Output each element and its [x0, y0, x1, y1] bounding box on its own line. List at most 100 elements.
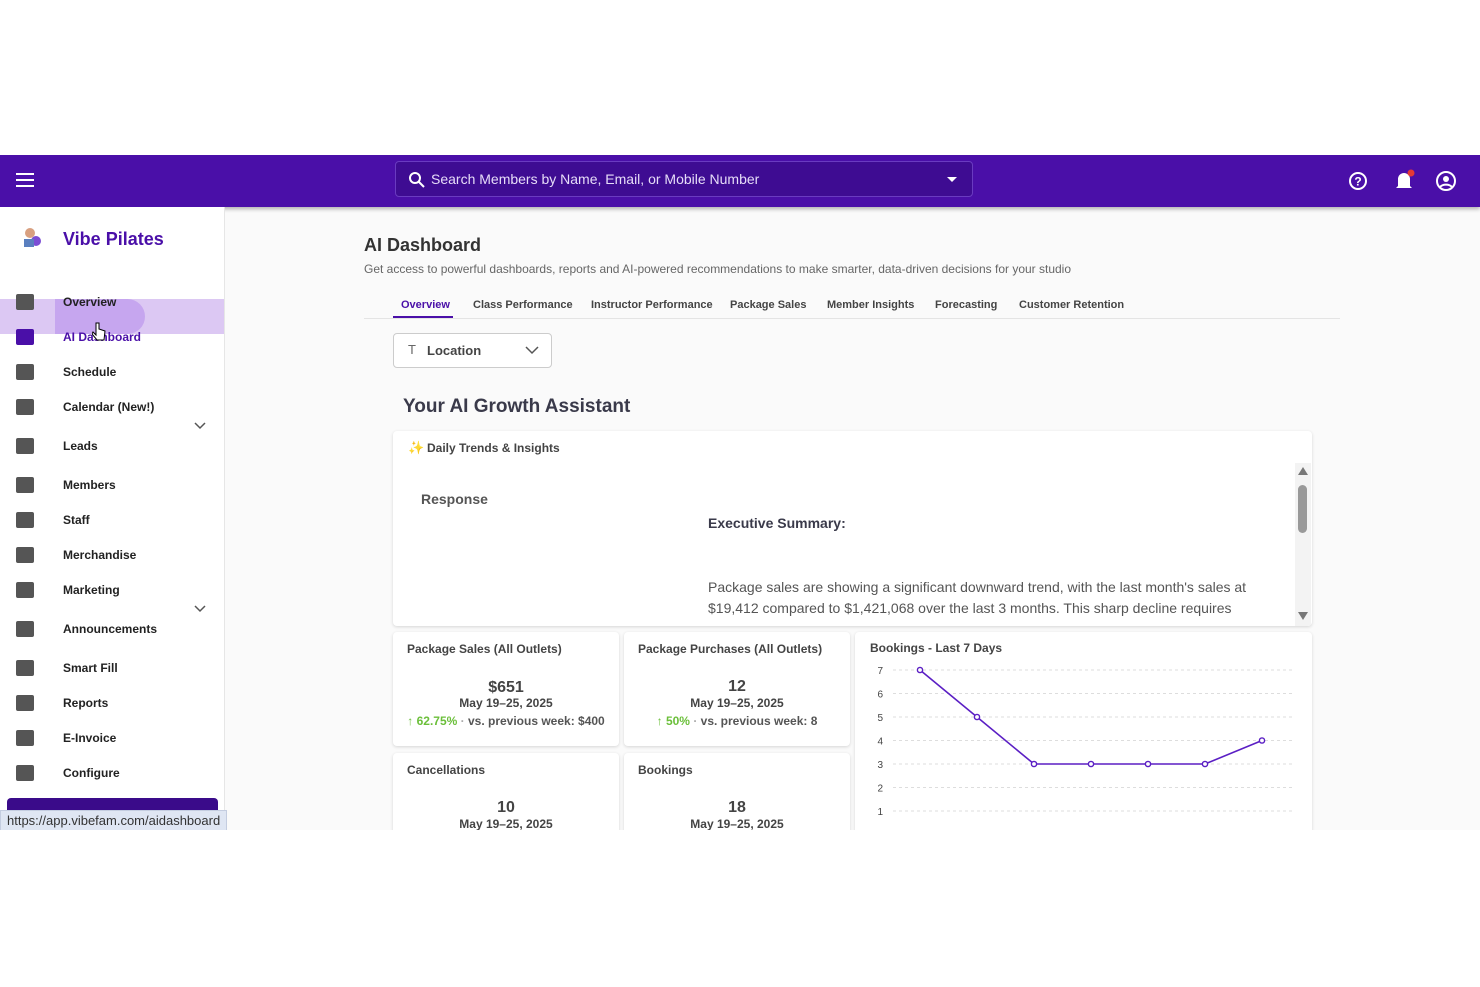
expand-icon[interactable] [194, 422, 206, 430]
card-value: 10 [497, 799, 515, 816]
card-change: 62.75% [416, 714, 458, 728]
search-placeholder: Search Members by Name, Email, or Mobile… [431, 171, 760, 187]
search-box[interactable]: Search Members by Name, Email, or Mobile… [395, 161, 973, 197]
data-point [973, 713, 981, 721]
nav-item[interactable]: Calendar (New!) [63, 400, 155, 414]
card-title: Package Purchases (All Outlets) [638, 642, 823, 656]
nav-item[interactable]: E-Invoice [63, 731, 117, 745]
card-title: Cancellations [407, 763, 486, 777]
nav-item[interactable]: Smart Fill [63, 661, 118, 675]
stat-card: Package Sales (All Outlets) $651 May 19–25… [393, 632, 619, 746]
nav-icon [16, 399, 34, 415]
card-value: $651 [488, 679, 524, 696]
data-point [1144, 760, 1152, 768]
search-icon [409, 172, 425, 188]
help-icon[interactable]: ? [1348, 171, 1368, 191]
nav-item[interactable]: Announcements [63, 622, 158, 636]
card-change: 50% [665, 714, 690, 728]
card-period: May 19–25, 2025 [459, 817, 553, 830]
location-label: Location [427, 343, 482, 358]
stat-card: Package Purchases (All Outlets) 12 May 19–… [624, 632, 850, 746]
card-period: May 19–25, 2025 [459, 696, 553, 710]
brand-logo [24, 228, 41, 247]
notification-icon[interactable] [1394, 169, 1416, 191]
y-tick-label: 5 [877, 713, 883, 724]
data-point [916, 666, 924, 674]
insights-title: Daily Trends & Insights [427, 441, 560, 455]
data-point [1201, 760, 1209, 768]
dropdown-icon [947, 177, 957, 182]
data-point [1258, 737, 1266, 744]
nav-item[interactable]: Configure [63, 766, 120, 780]
brand-name: Vibe Pilates [63, 229, 164, 249]
nav-item[interactable]: Schedule [63, 365, 117, 379]
tab[interactable]: Instructor Performance [591, 299, 713, 311]
nav-icon [16, 512, 34, 528]
nav-item[interactable]: Marketing [63, 583, 120, 597]
card-value: 12 [728, 678, 746, 695]
nav-icon [16, 582, 34, 598]
hover-highlight [55, 299, 145, 334]
scrollbar[interactable] [1295, 463, 1311, 626]
expand-icon[interactable] [194, 605, 206, 613]
nav-item[interactable]: Merchandise [63, 548, 137, 562]
card-comparison: vs. previous week: 8 [700, 714, 818, 728]
insights-panel: ✨ Daily Trends & Insights Response Execu… [393, 431, 1312, 626]
tabs-divider [364, 318, 1340, 319]
nav-icon [16, 329, 34, 345]
nav-icon [16, 621, 34, 637]
card-title: Bookings [638, 763, 693, 777]
nav-item[interactable]: Leads [63, 439, 98, 453]
sidebar: Vibe Pilates Overview AI Dashboard Schedul… [0, 207, 225, 830]
nav-icon [16, 438, 34, 454]
card-period: May 19–25, 2025 [690, 817, 784, 830]
menu-icon[interactable] [16, 173, 34, 187]
nav-item[interactable]: Members [63, 478, 116, 492]
y-tick-label: 2 [877, 784, 883, 795]
location-filter[interactable]: T Location [393, 333, 552, 368]
tab[interactable]: Package Sales [730, 299, 807, 311]
y-tick-label: 3 [877, 760, 883, 771]
account-icon[interactable] [1435, 170, 1457, 192]
tab[interactable]: Class Performance [473, 299, 573, 311]
stat-card: Cancellations 10 May 19–25, 2025 [393, 753, 619, 830]
data-point [1087, 760, 1095, 768]
assistant-title: Your AI Growth Assistant [403, 396, 631, 417]
card-change-row: ↑ 50% · vs. previous week: 8 [656, 714, 818, 728]
y-tick-label: 1 [877, 807, 883, 818]
svg-text:?: ? [1354, 175, 1361, 189]
nav-icon [16, 547, 34, 563]
stat-card: Bookings 18 May 19–25, 2025 [624, 753, 850, 830]
tab[interactable]: Member Insights [827, 299, 915, 311]
nav-icon [16, 730, 34, 746]
data-point [1030, 760, 1038, 768]
chart-title: Bookings - Last 7 Days [870, 641, 1002, 655]
y-tick-label: 4 [877, 737, 883, 748]
nav-icon [16, 364, 34, 380]
chart-card: Bookings - Last 7 Days 1 2 3 4 5 6 7 [855, 632, 1312, 830]
page-title: AI Dashboard [364, 235, 482, 255]
nav-icon [16, 294, 34, 310]
card-change-row: ↑ 62.75% · vs. previous week: $400 [407, 714, 605, 728]
nav-icon [16, 660, 34, 676]
tab[interactable]: Customer Retention [1019, 299, 1125, 311]
card-title: Package Sales (All Outlets) [407, 642, 562, 656]
card-period: May 19–25, 2025 [690, 696, 784, 710]
nav-item[interactable]: Overview [63, 295, 117, 309]
summary-text: Package sales are showing a significant … [708, 579, 1247, 616]
summary-heading: Executive Summary: [708, 515, 846, 531]
app: Search Members by Name, Email, or Mobile… [0, 155, 1480, 830]
active-tab-indicator [393, 316, 453, 318]
tab[interactable]: Overview [401, 299, 450, 311]
nav-item[interactable]: Reports [63, 696, 109, 710]
tab[interactable]: Forecasting [935, 299, 998, 311]
card-value: 18 [728, 799, 746, 816]
nav-item[interactable]: Staff [63, 513, 90, 527]
nav-icon [16, 765, 34, 781]
chart: Bookings - Last 7 Days 1 2 3 4 5 6 7 [870, 641, 1295, 818]
status-url: https://app.vibefam.com/aidashboard [0, 810, 228, 830]
y-tick-label: 6 [877, 690, 883, 701]
card-comparison: vs. previous week: $400 [467, 714, 605, 728]
nav-icon [16, 477, 34, 493]
